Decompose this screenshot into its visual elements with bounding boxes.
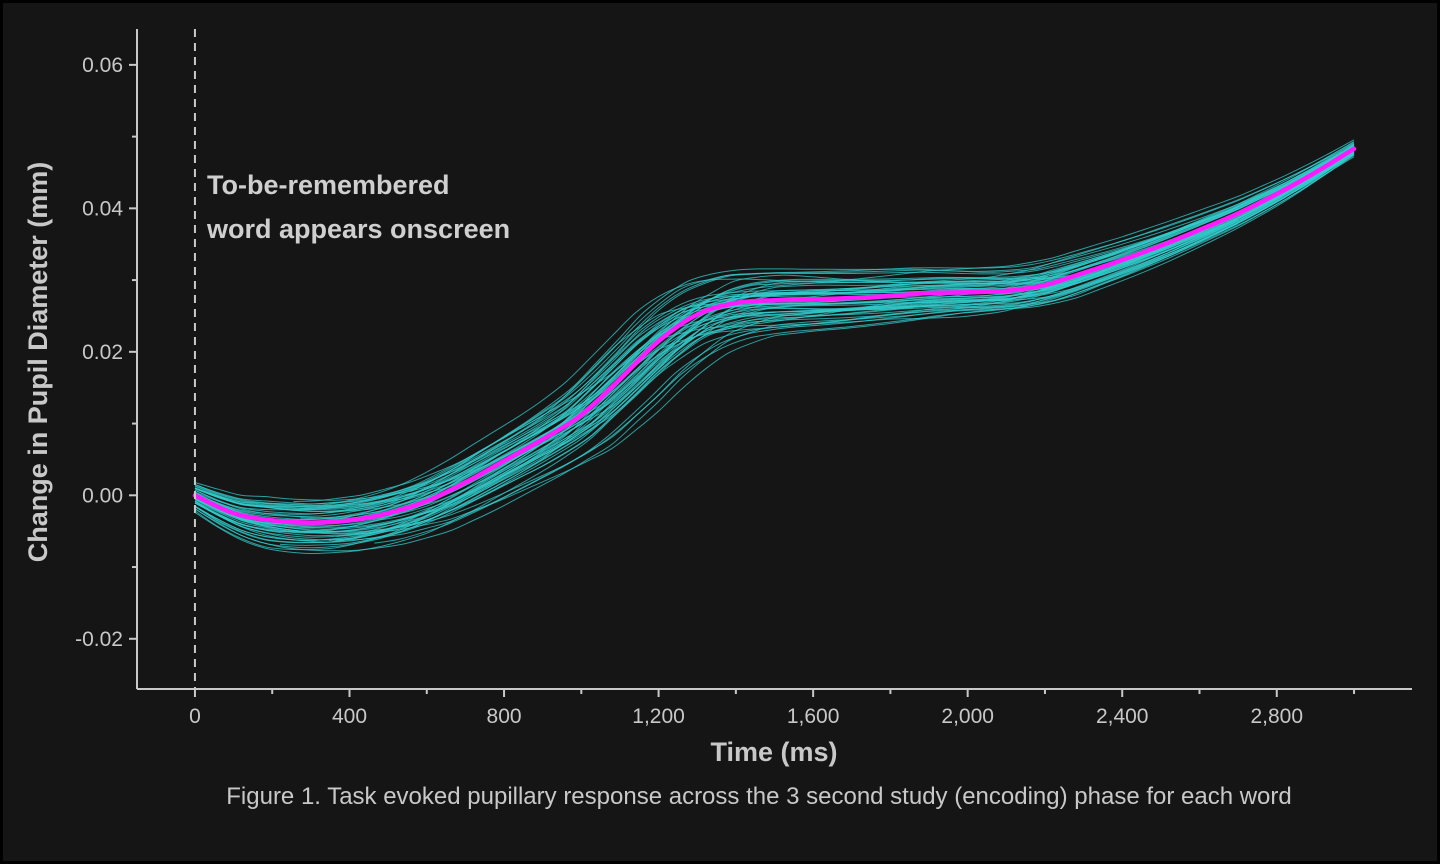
individual-word-curves (194, 139, 1355, 555)
individual-curve (194, 154, 1355, 541)
individual-curve (194, 152, 1355, 534)
individual-curve (194, 153, 1355, 552)
individual-curve (194, 146, 1355, 508)
individual-curve (293, 155, 1337, 503)
individual-curve (194, 146, 1355, 507)
individual-curve (194, 148, 1355, 533)
individual-curve (194, 152, 1355, 544)
individual-curve (194, 153, 1355, 538)
figure-panel: 0 400 800 1,200 1,600 2,000 2,400 2,800 0.06 0.04… (3, 3, 1437, 861)
individual-curve (194, 153, 1355, 523)
individual-curve (194, 151, 1355, 555)
individual-curve (194, 149, 1355, 533)
annotation-line-1: To-be-remembered (207, 170, 450, 200)
individual-curve (194, 145, 1355, 515)
individual-curve (194, 148, 1355, 525)
individual-curve (358, 161, 1332, 506)
y-tick-label: 0.00 (82, 484, 123, 507)
individual-curve (194, 154, 1355, 551)
y-axis-title: Change in Pupil Diameter (mm) (23, 162, 53, 563)
individual-curve (194, 152, 1355, 532)
individual-curve (194, 149, 1355, 541)
figure-caption: Figure 1. Task evoked pupillary response… (226, 783, 1292, 810)
stimulus-onset-annotation: To-be-remembered word appears onscreen (206, 170, 510, 244)
individual-curve (194, 152, 1355, 523)
individual-curve (194, 151, 1355, 524)
individual-curve (279, 158, 1347, 546)
x-tick-label: 800 (487, 705, 522, 728)
annotation-line-2: word appears onscreen (206, 214, 510, 244)
individual-curve (336, 168, 1334, 537)
individual-curve (194, 150, 1355, 529)
individual-curve (194, 149, 1355, 537)
x-tick-label: 2,800 (1250, 705, 1303, 728)
x-tick-label: 2,400 (1096, 705, 1149, 728)
y-tick-label: 0.02 (82, 341, 123, 364)
individual-curve (194, 149, 1355, 533)
individual-curve (194, 139, 1355, 508)
individual-curve (194, 145, 1355, 512)
mean-curve-group (192, 146, 1357, 525)
x-axis-title: Time (ms) (710, 737, 837, 767)
individual-curve (194, 148, 1355, 534)
individual-curve (194, 144, 1355, 511)
individual-curve (194, 152, 1355, 533)
mean-curve (192, 146, 1357, 525)
x-tick-label: 1,200 (632, 705, 685, 728)
x-tick-label: 1,600 (787, 705, 840, 728)
axes: 0 400 800 1,200 1,600 2,000 2,400 2,800 0.06 0.04… (75, 29, 1412, 728)
individual-curve (194, 206, 1239, 543)
individual-curve (194, 149, 1355, 528)
individual-curve (194, 142, 1355, 510)
pupil-response-chart: 0 400 800 1,200 1,600 2,000 2,400 2,800 0.06 0.04… (23, 29, 1412, 810)
individual-curve (194, 150, 1355, 541)
individual-curve (374, 154, 1349, 544)
y-tick-label: 0.06 (82, 54, 123, 77)
y-tick-label: -0.02 (75, 628, 123, 651)
individual-curve (194, 151, 1355, 535)
individual-curve (194, 146, 1355, 519)
y-tick-label: 0.04 (82, 197, 123, 220)
x-tick-label: 400 (332, 705, 367, 728)
x-tick-label: 0 (189, 705, 201, 728)
x-tick-label: 2,000 (941, 705, 994, 728)
individual-curve (194, 141, 1355, 515)
